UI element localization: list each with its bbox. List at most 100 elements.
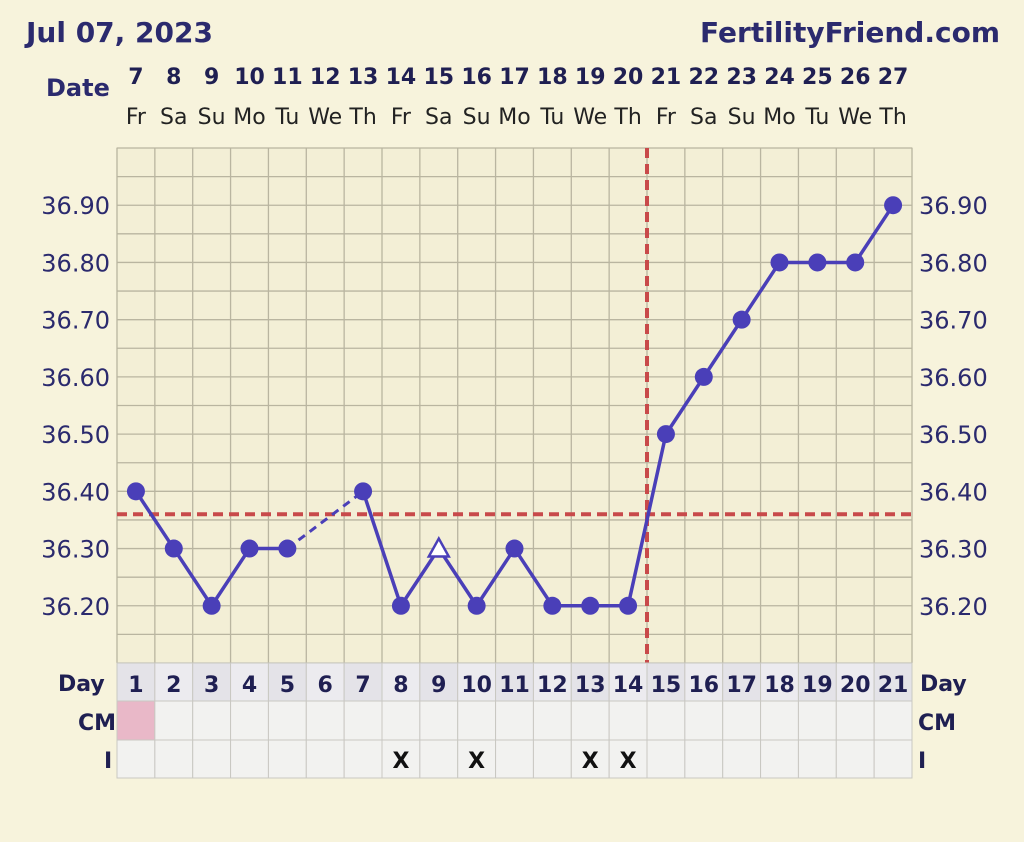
weekday-label: Mo	[763, 105, 795, 130]
temperature-line-segment	[134, 489, 176, 551]
cycle-day-number: 6	[318, 673, 333, 698]
i-row-cell	[722, 739, 762, 779]
y-tick-label-left: 36.50	[41, 421, 110, 449]
temperature-line-segment	[361, 489, 403, 608]
cm-row-cell	[873, 700, 913, 741]
temperature-point	[505, 539, 524, 558]
cm-row-cell	[381, 700, 421, 741]
temperature-point	[884, 196, 903, 215]
temperature-point	[126, 482, 145, 501]
weekday-label: Th	[878, 105, 906, 130]
cycle-day-number: 3	[204, 673, 219, 698]
temperature-point	[619, 596, 638, 615]
cm-row-label-left: CM	[78, 711, 116, 736]
weekday-label: Tu	[804, 105, 829, 130]
i-row-cell	[267, 739, 307, 779]
temperature-point	[694, 367, 713, 386]
temperature-point	[240, 539, 259, 558]
cm-row-cell	[267, 700, 307, 741]
weekday-label: Su	[463, 105, 491, 130]
cycle-day-number: 9	[431, 673, 446, 698]
i-row-cell	[835, 739, 875, 779]
i-row-cell	[760, 739, 799, 779]
day-row-cell	[608, 662, 648, 702]
date-number: 17	[499, 65, 530, 90]
temperature-line-segment	[399, 546, 441, 608]
y-tick-label-right: 36.80	[919, 249, 988, 277]
i-row-label-right: I	[918, 749, 926, 774]
cm-row-cell	[116, 700, 156, 741]
date-number: 7	[128, 65, 143, 90]
y-tick-label-right: 36.30	[919, 536, 988, 564]
y-tick-label-left: 36.40	[41, 478, 110, 506]
weekday-label: Mo	[498, 105, 530, 130]
day-row-label-left: Day	[58, 672, 105, 697]
weekday-label: Mo	[233, 105, 265, 130]
temperature-line-segment	[664, 375, 706, 436]
y-tick-label-left: 36.70	[41, 307, 110, 335]
day-row-cell	[381, 662, 421, 702]
i-row-label-left: I	[104, 749, 112, 774]
date-number: 9	[204, 65, 219, 90]
i-row-cell	[419, 739, 459, 779]
temperature-line-segment	[512, 546, 555, 608]
weekday-label: Tu	[539, 105, 564, 130]
y-tick-label-left: 36.20	[41, 593, 110, 621]
day-row-cell	[760, 662, 799, 702]
date-number: 23	[726, 65, 757, 90]
cycle-day-number: 13	[575, 673, 606, 698]
cycle-day-number: 21	[878, 673, 909, 698]
cm-row-cell	[684, 700, 724, 741]
i-row-cell	[684, 739, 724, 779]
cm-row-cell	[343, 700, 383, 741]
y-tick-label-right: 36.90	[919, 192, 988, 220]
cm-row-cell	[192, 700, 232, 741]
temperature-point	[808, 253, 827, 272]
y-tick-label-right: 36.70	[919, 307, 988, 335]
date-number: 26	[840, 65, 871, 90]
weekday-label: Sa	[160, 105, 187, 130]
y-tick-label-left: 36.90	[41, 192, 110, 220]
day-row-cell	[532, 662, 572, 702]
i-row-cell	[381, 739, 421, 779]
weekday-label: Th	[348, 105, 376, 130]
temperature-point	[278, 539, 297, 558]
day-row-cell	[116, 662, 156, 702]
y-tick-label-left: 36.80	[41, 249, 110, 277]
cycle-day-number: 16	[688, 673, 719, 698]
weekday-label: Tu	[274, 105, 299, 130]
y-tick-label-right: 36.60	[919, 364, 988, 392]
weekday-label: Su	[198, 105, 226, 130]
date-number: 18	[537, 65, 568, 90]
intercourse-marker: X	[582, 749, 599, 774]
date-number: 16	[461, 65, 492, 90]
intercourse-marker: X	[468, 749, 485, 774]
y-tick-label-right: 36.20	[919, 593, 988, 621]
day-row-cell	[684, 662, 724, 702]
cycle-day-number: 11	[499, 673, 530, 698]
cm-row-cell	[646, 700, 686, 741]
i-row-cell	[230, 739, 269, 779]
y-tick-label-left: 36.60	[41, 364, 110, 392]
temperature-line-segment	[209, 546, 252, 608]
weekday-label: We	[838, 105, 872, 130]
date-number: 11	[272, 65, 303, 90]
i-row-cell	[797, 739, 837, 779]
i-row-cell	[116, 739, 156, 779]
cycle-day-number: 1	[128, 673, 143, 698]
cycle-day-number: 18	[764, 673, 795, 698]
temperature-point	[543, 596, 562, 615]
day-row-cell	[419, 662, 459, 702]
i-row-cell	[608, 739, 648, 779]
temperature-line-segment	[853, 203, 895, 265]
temperature-point	[581, 596, 600, 615]
temperature-point	[732, 310, 751, 329]
cm-row-cell	[419, 700, 459, 741]
temperature-line-segment	[474, 546, 517, 608]
i-row-cell	[570, 739, 610, 779]
cycle-day-number: 15	[651, 673, 682, 698]
cm-row-cell	[760, 700, 799, 741]
date-number: 22	[688, 65, 719, 90]
chart-date-title: Jul 07, 2023	[24, 16, 213, 49]
date-number: 12	[310, 65, 341, 90]
